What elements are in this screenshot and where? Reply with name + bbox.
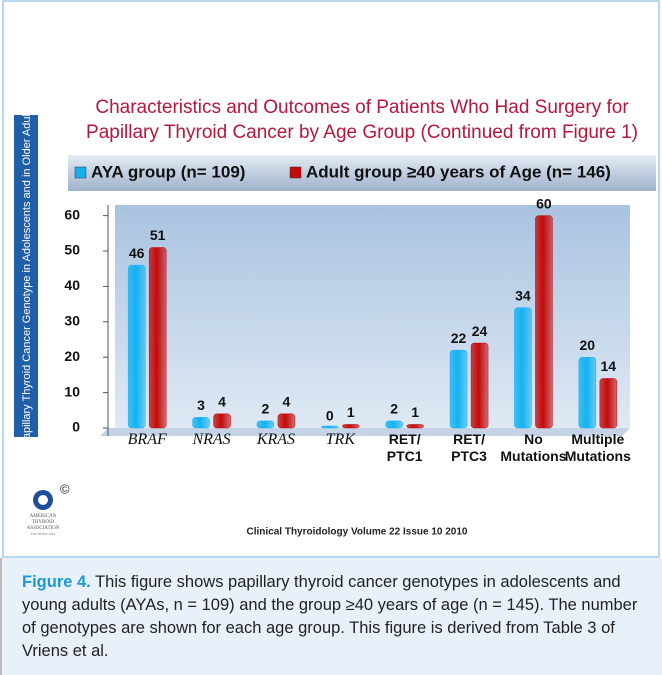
data-label: 60 [536,195,552,211]
bar [470,342,489,429]
figure-border [2,0,660,558]
bar [514,307,532,429]
legend-swatch [289,166,302,179]
bar [342,424,360,429]
caption-text: This figure shows papillary thyroid canc… [22,573,638,660]
y-label-box [14,115,38,437]
y-tick-label: 10 [64,383,80,399]
y-tick-label: 50 [64,242,80,258]
copyright: © [60,481,70,496]
plot-floor [100,428,630,436]
chart: Characteristics and Outcomes of Patients… [2,0,660,558]
legend-box [68,155,656,191]
x-tick-label: RET/PTC3 [451,431,487,464]
x-tick-label: TRK [326,431,357,448]
bar [599,378,618,429]
bar [406,424,424,429]
data-label: 34 [515,287,531,303]
x-tick-label: NRAS [191,431,230,448]
data-label: 24 [472,323,488,339]
x-tick-label: KRAS [256,431,295,448]
data-label: 4 [283,394,291,410]
data-label: 2 [390,401,398,417]
caption-label: Figure 4. [22,573,91,591]
legend-label: Adult group ≥40 years of Age (n= 146) [306,162,611,181]
logo-text: THYROID [32,520,55,525]
x-tick-label: No Mutations [500,431,566,464]
plot-wall [115,205,630,428]
chart-title: Characteristics and Outcomes of Patients… [95,97,629,118]
bar [213,413,231,429]
bar [277,413,296,429]
data-label: 22 [451,330,467,346]
bar [578,356,597,429]
y-tick-label: 20 [64,348,80,364]
data-label: 0 [326,408,334,424]
data-label: 46 [129,245,145,261]
x-tick-label: RET/PTC1 [387,431,423,464]
bar [192,417,210,429]
source: Clinical Thyroidology Volume 22 Issue 10… [246,527,467,538]
chart-title: Papillary Thyroid Cancer by Age Group (C… [86,122,638,143]
data-label: 3 [197,397,205,413]
legend-swatch [74,166,87,179]
data-label: 14 [601,358,617,374]
logo: © AMERICAN THYROID ASSOCIATION FOUNDED 1… [27,481,70,535]
bar [449,349,468,429]
logo-text: ASSOCIATION [27,526,60,531]
data-label: 1 [347,404,355,420]
bar [127,264,146,429]
bar [256,420,275,429]
x-tick-label: BRAF [128,431,167,448]
data-label: 1 [411,404,419,420]
bar [321,425,339,429]
bar [148,247,167,429]
y-tick-label: 40 [64,277,80,293]
data-label: 20 [580,337,596,353]
bar [535,215,553,429]
logo-text: FOUNDED 1923 [31,532,56,536]
x-tick-label: Multiple Mutations [565,431,631,464]
y-tick-label: 60 [64,206,80,222]
legend-label: AYA group (n= 109) [91,162,245,181]
caption: Figure 4. This figure shows papillary th… [0,558,662,675]
data-label: 51 [150,227,166,243]
y-axis-label: Papillary Thyroid Cancer Genotype in Ado… [21,105,33,446]
bar [385,420,403,429]
y-tick-label: 0 [72,419,80,435]
data-label: 2 [262,401,270,417]
y-tick-label: 30 [64,313,80,329]
logo-text: AMERICAN [30,514,57,519]
data-label: 4 [218,394,226,410]
